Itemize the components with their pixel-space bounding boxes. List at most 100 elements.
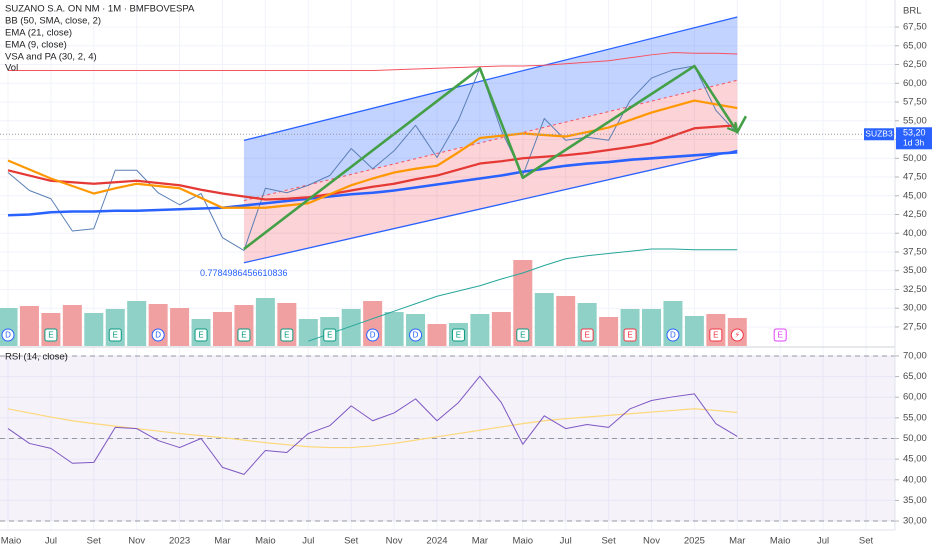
event-label: D: [155, 331, 161, 340]
volume-bar: [470, 314, 490, 346]
volume-bar: [341, 309, 361, 346]
x-tick-label: Jul: [45, 536, 57, 547]
event-label: E: [713, 331, 718, 340]
x-tick-label: Set: [859, 536, 874, 547]
y-tick-label: 40,00: [903, 228, 927, 239]
event-label: E: [456, 331, 461, 340]
event-label: E: [520, 331, 525, 340]
rsi-band: [0, 355, 895, 522]
event-badge: [451, 328, 465, 342]
drawing-arrowhead: [726, 121, 739, 134]
x-tick-label: Set: [344, 536, 359, 547]
last-price-tag: [896, 127, 932, 150]
y-tick-label: 40,00: [903, 474, 927, 485]
grid-layer: [0, 0, 895, 530]
event-label: D: [5, 331, 11, 340]
ticker-label: SUZB3: [865, 129, 893, 139]
volume-bar: [599, 317, 619, 346]
event-badge: [580, 328, 594, 342]
last-price-label: 53,20: [903, 128, 926, 138]
ticker-tag: [864, 128, 894, 141]
event-label: D: [670, 331, 676, 340]
y-tick-label: 27,50: [903, 321, 927, 332]
channel-line: [243, 149, 738, 264]
legend-entry[interactable]: Vol: [5, 63, 18, 74]
volume-bar: [62, 305, 82, 346]
rsi-line: [7, 375, 738, 475]
volume-bar: [127, 301, 147, 346]
event-label: E: [327, 331, 332, 340]
volume-bar: [491, 312, 511, 346]
event-badge: [709, 328, 723, 342]
event-label: E: [627, 331, 632, 340]
trend-drawing: [243, 64, 748, 251]
y-tick-label: 60,00: [903, 78, 927, 89]
bollinger-line: [308, 248, 738, 342]
y-tick-label: 55,00: [903, 115, 927, 126]
channel-line: [243, 16, 738, 142]
x-tick-label: Mar: [729, 536, 745, 547]
x-tick-label: Nov: [386, 536, 403, 547]
event-badge: [773, 328, 787, 342]
bollinger-line: [7, 150, 738, 217]
y-tick-label: 42,50: [903, 209, 927, 220]
x-tick-label: Set: [87, 536, 102, 547]
volume-bar: [684, 316, 704, 346]
event-label: D: [413, 331, 419, 340]
event-label: E: [198, 331, 203, 340]
event-label: E: [48, 331, 53, 340]
legend-entry[interactable]: VSA and PA (30, 2, 4): [5, 52, 97, 63]
event-badge: [666, 328, 680, 342]
legend: SUZANO S.A. ON NM · 1M · BMFBOVESPA BB (…: [5, 4, 921, 363]
price-pane: 0.7784986456610836 D E E D E E E E D D E E E E D E ⚡ E: [0, 16, 895, 346]
event-label: ⚡: [734, 331, 740, 340]
event-label: E: [778, 331, 783, 340]
volume-bar: [170, 308, 190, 346]
event-badge: [237, 328, 251, 342]
x-tick-label: Mar: [472, 536, 488, 547]
legend-entry[interactable]: EMA (21, close): [5, 28, 72, 39]
event-badge: [623, 328, 637, 342]
channel-label: 0.7784986456610836: [200, 268, 288, 278]
volume-bar: [255, 298, 275, 346]
y-tick-label: 30,00: [903, 303, 927, 314]
y-tick-label: 45,00: [903, 454, 927, 465]
event-badge: [108, 328, 122, 342]
y-tick-label: 45,00: [903, 190, 927, 201]
rsi-title[interactable]: RSI (14, close): [5, 352, 68, 363]
ema-line: [7, 124, 738, 201]
x-tick-label: Maio: [770, 536, 791, 547]
event-badge: [280, 328, 294, 342]
volume-bar: [384, 312, 404, 346]
volume-bar: [534, 293, 554, 346]
y-tick-label: 62,50: [903, 59, 927, 70]
event-badge: [323, 328, 337, 342]
x-tick-label: 2024: [426, 536, 447, 547]
x-tick-label: Jul: [302, 536, 314, 547]
channel-midline: [243, 79, 738, 202]
y-tick-label: 35,00: [903, 265, 927, 276]
countdown-label: 1d 3h: [903, 138, 925, 148]
x-tick-label: Maio: [255, 536, 276, 547]
x-tick-label: Jul: [560, 536, 572, 547]
axis-layer: 27,50 30,00 32,50 35,00 37,50 40,00 42,50 45,00…: [1, 22, 932, 547]
y-tick-label: 55,00: [903, 412, 927, 423]
volume-bar: [427, 324, 447, 346]
currency-label: BRL: [903, 6, 921, 17]
event-badge: [366, 328, 380, 342]
chart-title: SUZANO S.A. ON NM · 1M · BMFBOVESPA: [5, 4, 195, 15]
event-badge: [44, 328, 58, 342]
volume-bar: [556, 296, 576, 346]
y-tick-label: 60,00: [903, 392, 927, 403]
legend-entry[interactable]: BB (50, SMA, close, 2): [5, 16, 101, 27]
y-tick-label: 35,00: [903, 495, 927, 506]
x-tick-label: Maio: [1, 536, 22, 547]
event-badge: [1, 328, 15, 342]
y-tick-label: 47,50: [903, 172, 927, 183]
legend-entry[interactable]: EMA (9, close): [5, 40, 67, 51]
volume-bar: [213, 312, 232, 346]
x-tick-label: Maio: [513, 536, 534, 547]
event-badge: [151, 328, 165, 342]
